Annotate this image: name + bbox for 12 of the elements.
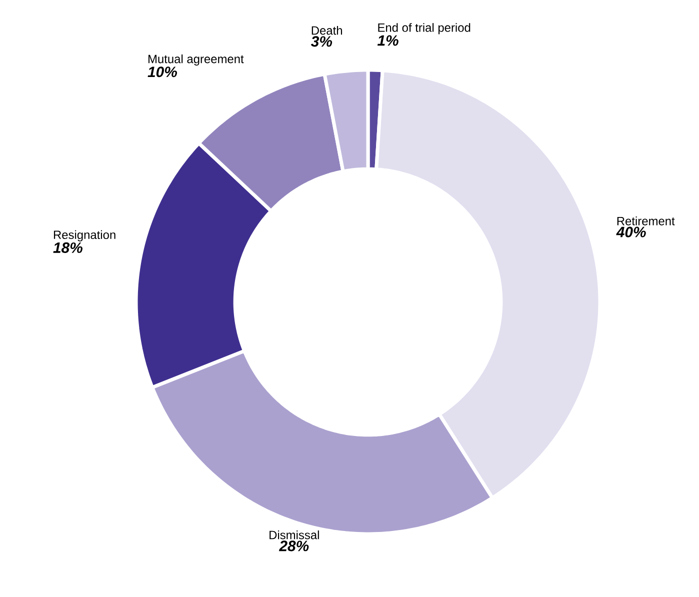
slice-label: Resignation [54, 230, 116, 242]
slice-label: End of trial period [378, 23, 470, 34]
slice-label: Mutual agreement [148, 54, 244, 66]
slice-label: Death [312, 26, 342, 35]
slice-label: Dismissal [270, 530, 319, 540]
data-label: 18% [53, 242, 82, 253]
data-label: 10% [148, 66, 177, 78]
data-label: 1% [377, 35, 398, 46]
data-label: 3% [311, 36, 332, 47]
slice-label: Retirement [617, 216, 675, 226]
data-label: 28% [278, 540, 309, 552]
data-label: 40% [616, 226, 646, 238]
